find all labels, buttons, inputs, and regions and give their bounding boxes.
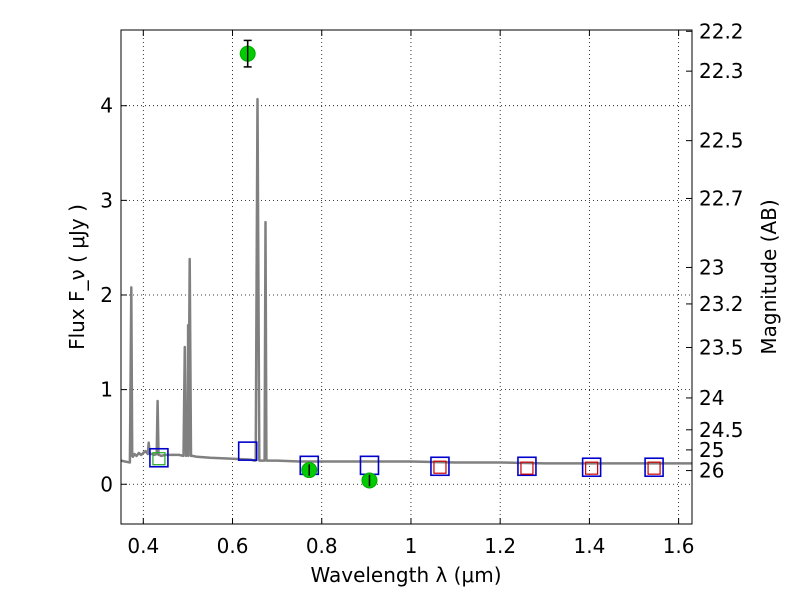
model-flux-marker [517, 456, 537, 477]
x-tick-label: 1.2 [484, 534, 516, 558]
mag-tick-label: 22.5 [699, 129, 744, 153]
x-tick-label: 0.4 [127, 534, 159, 558]
mag-tick-label: 22.7 [699, 186, 744, 210]
x-tick-label: 1 [405, 534, 418, 558]
band-flux-marker [520, 461, 534, 475]
model-flux-marker [149, 447, 169, 468]
model-flux-marker [237, 441, 258, 461]
mag-tick-label: 25 [699, 438, 724, 462]
mag-tick-label: 23.2 [699, 292, 744, 316]
x-tick-label: 1.6 [663, 534, 695, 558]
mag-tick-label: 22.2 [699, 19, 744, 43]
right-axis-label: Magnitude (AB) [757, 199, 781, 354]
mag-tick-label: 24.5 [699, 418, 744, 442]
y-tick-label: 3 [100, 188, 113, 212]
band-flux-marker [647, 461, 661, 475]
mag-tick-label: 23 [699, 255, 724, 279]
x-tick-label: 0.6 [217, 534, 249, 558]
grid-lines [121, 30, 692, 524]
model-flux-marker [581, 457, 602, 478]
y-tick-label: 1 [100, 378, 113, 402]
band-flux-marker [585, 461, 599, 475]
model-flux-marker [644, 457, 664, 478]
y-tick-label: 4 [100, 94, 113, 118]
model-flux-marker [359, 455, 380, 476]
mag-tick-label: 26 [699, 459, 724, 483]
x-tick-label: 1.4 [573, 534, 605, 558]
x-tick-label: 0.8 [306, 534, 338, 558]
mag-tick-label: 22.3 [699, 59, 744, 83]
y-tick-label: 0 [100, 472, 113, 496]
y-tick-label: 2 [100, 283, 113, 307]
band-flux-marker [433, 460, 447, 474]
mag-tick-label: 24 [699, 386, 724, 410]
y-axis-label: Flux F_ν ( μJy ) [65, 204, 89, 350]
axis-ticks: 0.4 0.6 0.8 1 1.2 1.4 1.60123422.222.322.522.7… [100, 19, 743, 558]
band-flux-marker [152, 452, 166, 466]
mag-tick-label: 23.5 [699, 335, 744, 359]
x-axis-label: Wavelength λ (μm) [310, 563, 501, 587]
plot-data [120, 39, 692, 489]
plot-frame [120, 29, 693, 525]
model-spectrum-line [120, 97, 692, 465]
model-flux-marker [430, 456, 450, 477]
